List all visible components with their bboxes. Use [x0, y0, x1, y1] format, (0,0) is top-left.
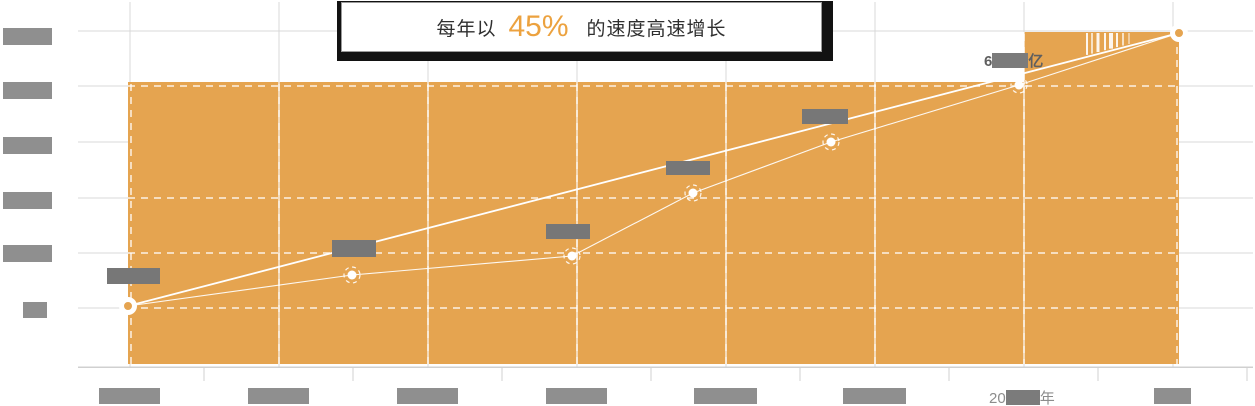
masked-digits [992, 53, 1029, 68]
masked-x-axis-label [546, 388, 607, 404]
masked-point-label [802, 109, 848, 124]
headline-percentage: 45% [508, 10, 569, 43]
masked-x-axis-label [843, 388, 906, 404]
headline-suffix: 的速度高速增长 [586, 18, 727, 40]
headline-callout: 每年以 45% 的速度高速增长 [341, 2, 822, 52]
masked-point-label [666, 161, 710, 175]
x-axis-year-label-partial: 20 年 [989, 387, 1055, 406]
year-prefix: 20 [989, 390, 1006, 406]
masked-x-axis-label [99, 388, 160, 404]
masked-y-axis-label [3, 137, 52, 154]
masked-x-axis-label [397, 388, 458, 404]
masked-x-axis-label [1154, 388, 1191, 404]
masked-y-axis-label [3, 192, 52, 209]
point-value-suffix: 亿 [1028, 53, 1044, 70]
masked-y-axis-label [23, 302, 47, 318]
masked-x-axis-label [248, 388, 309, 404]
masked-point-label [332, 240, 376, 257]
year-suffix: 年 [1039, 390, 1055, 406]
masked-y-axis-label [3, 82, 52, 99]
masked-point-label [107, 268, 160, 284]
masked-y-axis-label [3, 245, 52, 262]
masked-year-digits [1005, 390, 1040, 405]
masked-point-label [546, 224, 590, 239]
point-value-prefix: 6 [984, 53, 993, 70]
masked-y-axis-label [3, 28, 52, 45]
headline-prefix: 每年以 [436, 18, 497, 40]
masked-x-axis-label [694, 388, 757, 404]
